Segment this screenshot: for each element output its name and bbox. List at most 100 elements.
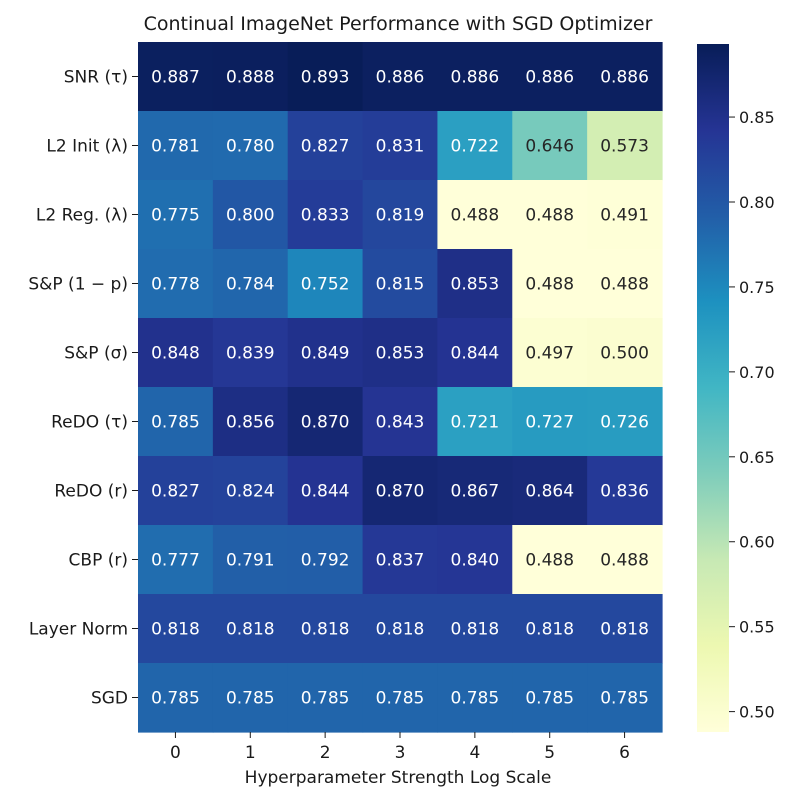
cell-value-label: 0.870 — [376, 482, 425, 502]
cell-value-label: 0.497 — [525, 344, 574, 364]
cell-value-label: 0.844 — [451, 344, 500, 364]
cell-value-label: 0.893 — [301, 68, 350, 88]
heatmap-cell — [287, 594, 364, 664]
cell-value-label: 0.824 — [226, 482, 275, 502]
colorbar-tick-label: 0.85 — [739, 108, 775, 127]
heatmap-cell — [212, 111, 289, 181]
heatmap-cell — [138, 249, 214, 319]
heatmap-cell — [437, 249, 513, 319]
heatmap-cell — [212, 42, 289, 112]
cell-value-label: 0.781 — [151, 137, 200, 157]
cell-value-label: 0.785 — [376, 689, 425, 709]
cell-value-label: 0.856 — [226, 413, 275, 433]
cell-value-label: 0.886 — [451, 68, 500, 88]
cell-value-label: 0.848 — [151, 344, 200, 364]
x-tick-label: 1 — [245, 743, 256, 763]
heatmap-cell — [512, 525, 588, 595]
cell-value-label: 0.818 — [151, 620, 200, 640]
cell-value-label: 0.818 — [451, 620, 500, 640]
cell-value-label: 0.792 — [301, 551, 350, 571]
heatmap-cell — [287, 111, 364, 181]
heatmap-cell-labels: 0.887 0.888 0.893 0.886 0.886 0.886 0.886 0.781… — [151, 68, 649, 709]
heatmap-cell — [138, 456, 214, 526]
heatmap-cell — [437, 387, 513, 457]
colorbar-tick-label: 0.60 — [739, 533, 775, 552]
cell-value-label: 0.488 — [600, 275, 649, 295]
cell-value-label: 0.500 — [600, 344, 649, 364]
cell-value-label: 0.785 — [600, 689, 649, 709]
heatmap-cell — [437, 525, 513, 595]
heatmap-cell — [512, 42, 588, 112]
y-axis: SNR (τ) L2 Init (λ) L2 Reg. (λ) S&P (1 − p)… — [28, 68, 138, 709]
heatmap-cell — [437, 42, 513, 112]
cell-value-label: 0.840 — [451, 551, 500, 571]
cell-value-label: 0.785 — [301, 689, 350, 709]
cell-value-label: 0.839 — [226, 344, 275, 364]
colorbar-tick-label: 0.80 — [739, 193, 775, 212]
y-tick-label: L2 Init (λ) — [46, 137, 128, 157]
heatmap-cell — [362, 387, 439, 457]
colorbar-tick-label: 0.65 — [739, 448, 775, 467]
y-tick-label: SGD — [91, 689, 128, 709]
y-tick-label: S&P (σ) — [64, 344, 128, 364]
heatmap-cell — [138, 318, 214, 388]
colorbar-gradient — [697, 44, 729, 732]
heatmap-cell — [212, 318, 289, 388]
heatmap-cell — [212, 663, 289, 733]
heatmap-cell — [362, 456, 439, 526]
heatmap-cell — [587, 525, 663, 595]
cell-value-label: 0.722 — [451, 137, 500, 157]
heatmap-cell — [287, 180, 364, 250]
x-tick-label: 0 — [170, 743, 181, 763]
x-tick-label: 5 — [544, 743, 555, 763]
heatmap-cell — [212, 456, 289, 526]
cell-value-label: 0.488 — [600, 551, 649, 571]
heatmap-cell — [287, 42, 364, 112]
heatmap-cell — [437, 663, 513, 733]
heatmap-cell — [362, 111, 439, 181]
heatmap-cell — [287, 456, 364, 526]
cell-value-label: 0.818 — [226, 620, 275, 640]
cell-value-label: 0.784 — [226, 275, 275, 295]
y-tick-label: S&P (1 − p) — [28, 275, 128, 295]
heatmap-cell — [437, 594, 513, 664]
cell-value-label: 0.818 — [525, 620, 574, 640]
y-tick-label: Layer Norm — [29, 620, 128, 640]
cell-value-label: 0.726 — [600, 413, 649, 433]
cell-value-label: 0.785 — [151, 689, 200, 709]
heatmap-cell — [587, 594, 663, 664]
heatmap-cell — [437, 456, 513, 526]
heatmap-cell — [512, 249, 588, 319]
cell-value-label: 0.815 — [376, 275, 425, 295]
cell-value-label: 0.886 — [525, 68, 574, 88]
cell-value-label: 0.833 — [301, 206, 350, 226]
heatmap-cell — [587, 318, 663, 388]
x-tick-label: 3 — [395, 743, 406, 763]
heatmap-cell — [437, 180, 513, 250]
cell-value-label: 0.488 — [525, 206, 574, 226]
heatmap-cell — [287, 318, 364, 388]
cell-value-label: 0.727 — [525, 413, 574, 433]
cell-value-label: 0.827 — [151, 482, 200, 502]
x-tick-label: 4 — [469, 743, 480, 763]
cell-value-label: 0.818 — [600, 620, 649, 640]
heatmap-cell — [138, 525, 214, 595]
y-tick-label: SNR (τ) — [64, 68, 128, 88]
cell-value-label: 0.886 — [600, 68, 649, 88]
cell-value-label: 0.780 — [226, 137, 275, 157]
cell-value-label: 0.488 — [525, 275, 574, 295]
heatmap-cell — [587, 663, 663, 733]
heatmap-cell — [362, 594, 439, 664]
heatmap-cell — [437, 111, 513, 181]
y-tick-label: L2 Reg. (λ) — [36, 206, 128, 226]
cell-value-label: 0.785 — [525, 689, 574, 709]
heatmap-cell — [287, 663, 364, 733]
x-axis-label: Hyperparameter Strength Log Scale — [245, 768, 552, 788]
heatmap-cell — [138, 180, 214, 250]
cell-value-label: 0.844 — [301, 482, 350, 502]
y-tick-label: CBP (r) — [69, 551, 128, 571]
cell-value-label: 0.888 — [226, 68, 275, 88]
heatmap-cell — [138, 594, 214, 664]
y-tick-label: ReDO (r) — [54, 482, 128, 502]
cell-value-label: 0.837 — [376, 551, 425, 571]
